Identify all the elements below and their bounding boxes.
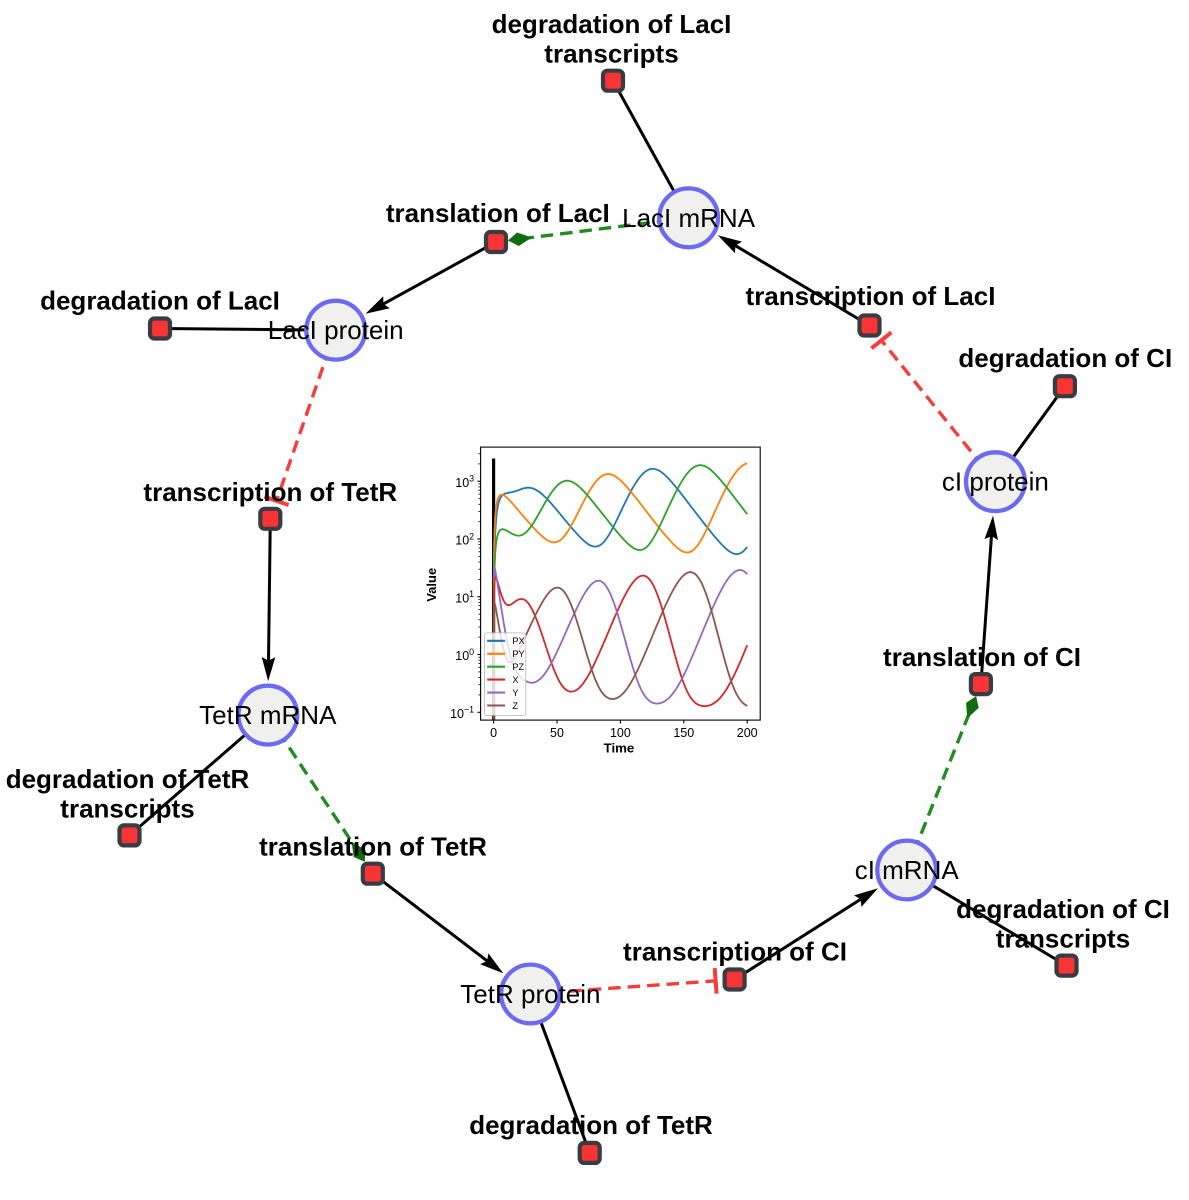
svg-text:Value: Value [424,568,439,602]
svg-text:LacI mRNA: LacI mRNA [622,203,756,233]
svg-text:translation of CI: translation of CI [883,642,1081,672]
svg-text:50: 50 [550,726,564,740]
svg-text:transcripts: transcripts [996,924,1130,954]
svg-text:100: 100 [610,726,631,740]
svg-text:Z: Z [512,701,518,711]
svg-text:Y: Y [512,688,518,698]
svg-text:transcription of LacI: transcription of LacI [746,281,996,311]
svg-text:transcripts: transcripts [544,39,678,69]
svg-text:degradation of CI: degradation of CI [958,343,1172,373]
svg-text:transcripts: transcripts [60,793,194,823]
svg-text:translation of LacI: translation of LacI [386,198,610,228]
svg-text:0: 0 [490,726,497,740]
svg-text:degradation of TetR: degradation of TetR [6,764,250,794]
svg-text:TetR mRNA: TetR mRNA [199,700,337,730]
svg-text:degradation of LacI: degradation of LacI [492,9,732,39]
svg-text:200: 200 [737,726,758,740]
svg-text:PX: PX [512,636,524,646]
svg-text:transcription of TetR: transcription of TetR [143,477,397,507]
svg-text:degradation of CI: degradation of CI [956,894,1170,924]
svg-text:PY: PY [512,649,524,659]
svg-text:cI mRNA: cI mRNA [855,855,960,885]
svg-text:translation of TetR: translation of TetR [259,832,487,862]
svg-text:transcription of CI: transcription of CI [623,937,847,967]
svg-text:PZ: PZ [512,662,524,672]
svg-text:LacI protein: LacI protein [268,315,404,345]
svg-text:Time: Time [604,741,635,756]
svg-text:X: X [512,675,518,685]
svg-text:cI protein: cI protein [942,467,1049,497]
svg-text:TetR protein: TetR protein [460,979,600,1009]
svg-text:degradation of LacI: degradation of LacI [40,286,280,316]
svg-text:degradation of TetR: degradation of TetR [469,1110,713,1140]
svg-text:150: 150 [673,726,694,740]
